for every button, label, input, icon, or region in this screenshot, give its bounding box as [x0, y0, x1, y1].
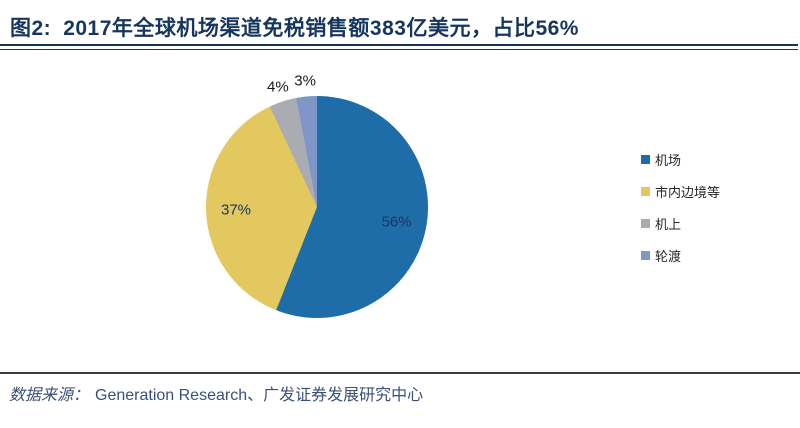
legend-item: 轮渡 [641, 246, 720, 264]
legend-swatch [641, 218, 650, 228]
legend-swatch [641, 154, 650, 164]
source-label: 数据来源： [9, 387, 90, 404]
legend-item: 市内边境等 [641, 182, 720, 200]
pie-value-label: 4% [267, 78, 289, 96]
legend-swatch [641, 250, 650, 260]
legend-swatch [641, 186, 650, 196]
pie-value-label: 3% [294, 72, 316, 90]
footer-rule [0, 372, 800, 374]
figure-title-text: 2017年全球机场渠道免税销售额383亿美元，占比56% [63, 17, 579, 40]
figure-number: 图2: [10, 17, 52, 40]
source-text: Generation Research、广发证券发展研究中心 [95, 387, 424, 404]
figure-title: 图2: 2017年全球机场渠道免税销售额383亿美元，占比56% [10, 12, 579, 42]
legend-label: 机上 [655, 216, 682, 232]
legend-item: 机上 [641, 214, 720, 232]
source-note: 数据来源： Generation Research、广发证券发展研究中心 [9, 381, 423, 405]
legend-label: 机场 [655, 152, 682, 168]
pie-value-label: 56% [381, 213, 412, 231]
legend-label: 轮渡 [655, 248, 682, 264]
legend-item: 机场 [641, 150, 720, 168]
legend: 机场市内边境等机上轮渡 [641, 150, 720, 264]
pie-value-label: 37% [220, 201, 252, 219]
title-rule [0, 44, 798, 50]
pie-chart [206, 96, 428, 318]
legend-label: 市内边境等 [655, 184, 721, 200]
